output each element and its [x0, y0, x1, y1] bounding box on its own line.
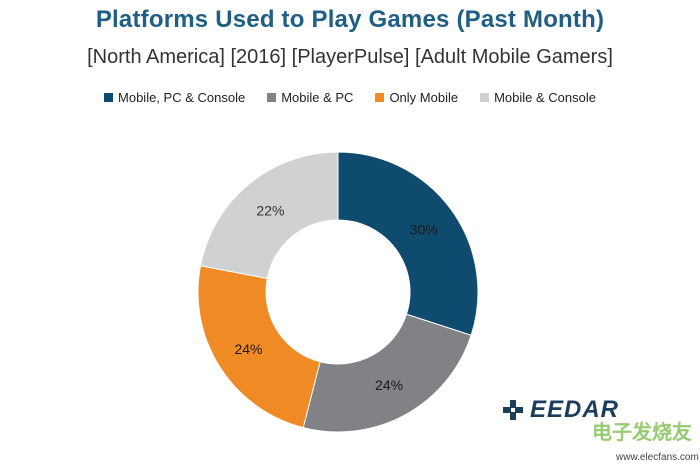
slice-mobile-console — [199, 151, 339, 280]
legend-label: Mobile & Console — [494, 90, 596, 105]
legend-swatch — [104, 93, 114, 102]
legend-label: Only Mobile — [389, 90, 459, 105]
slice-label-mobile-pc: 24% — [375, 377, 403, 393]
slice-label-mobile-pc-console: 30% — [410, 222, 438, 238]
chart-title: Platforms Used to Play Games (Past Month… — [95, 6, 605, 33]
legend-item-mobile-pc-console: Mobile, PC & Console — [104, 90, 245, 105]
legend-swatch — [480, 93, 490, 102]
legend-swatch — [267, 93, 277, 102]
slice-label-only-mobile: 24% — [234, 341, 262, 357]
chart-legend: Mobile, PC & Console Mobile & PC Only Mo… — [0, 90, 700, 105]
legend-label: Mobile & PC — [281, 90, 354, 105]
slice-mobile-pc-console — [337, 151, 479, 336]
chart-subtitle: [North America] [2016] [PlayerPulse] [Ad… — [87, 46, 613, 68]
slice-mobile-pc — [302, 313, 472, 433]
legend-item-mobile-pc: Mobile & PC — [267, 90, 353, 105]
legend-swatch — [375, 93, 385, 102]
slice-only-mobile — [197, 265, 321, 429]
eedar-logo-icon — [503, 400, 523, 420]
legend-item-mobile-console: Mobile & Console — [480, 90, 596, 105]
watermark-text: 电子发烧友 — [592, 422, 692, 444]
logo-text: EEDAR — [530, 396, 620, 423]
legend-label: Mobile, PC & Console — [118, 90, 246, 105]
watermark-url: www.elecfans.com — [616, 452, 699, 463]
legend-item-only-mobile: Only Mobile — [375, 90, 458, 105]
slice-label-mobile-console: 22% — [256, 202, 284, 218]
eedar-logo: EEDAR — [500, 396, 619, 424]
